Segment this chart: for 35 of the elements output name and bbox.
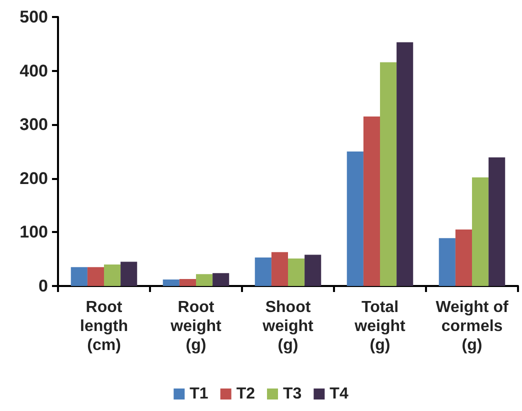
y-tick-label: 400 xyxy=(20,61,48,80)
legend-label: T4 xyxy=(330,386,348,402)
bar xyxy=(271,252,288,286)
y-tick-label: 200 xyxy=(20,168,48,188)
x-tick-label: Root weight (g) xyxy=(170,299,222,354)
bar xyxy=(472,177,489,286)
bar xyxy=(346,152,364,286)
bar xyxy=(120,262,138,286)
bar xyxy=(212,273,230,286)
bar xyxy=(363,116,380,286)
bar xyxy=(455,230,472,286)
bar xyxy=(488,157,506,286)
bar xyxy=(196,274,213,286)
bar xyxy=(162,280,180,286)
x-tick-label: Weight of cormels (g) xyxy=(436,299,509,354)
bar xyxy=(396,42,414,286)
bar xyxy=(70,267,88,286)
bar xyxy=(87,267,104,286)
y-tick-label: 500 xyxy=(20,8,48,26)
bar xyxy=(380,62,397,286)
y-tick-label: 0 xyxy=(38,276,48,296)
x-tick-label: Total weight (g) xyxy=(354,299,406,354)
legend-label: T1 xyxy=(190,386,208,402)
y-tick-label: 100 xyxy=(20,222,48,242)
x-tick-label: Shoot weight (g) xyxy=(262,299,314,354)
x-tick-label: Root length (cm) xyxy=(80,299,128,354)
bar xyxy=(179,279,196,286)
y-tick-label: 300 xyxy=(20,115,48,134)
bar xyxy=(104,264,121,286)
bar xyxy=(288,258,305,286)
bar xyxy=(304,254,322,286)
bar xyxy=(254,257,272,286)
legend-label: T2 xyxy=(236,386,256,402)
legend-label: T3 xyxy=(283,386,302,402)
bar xyxy=(438,238,456,286)
